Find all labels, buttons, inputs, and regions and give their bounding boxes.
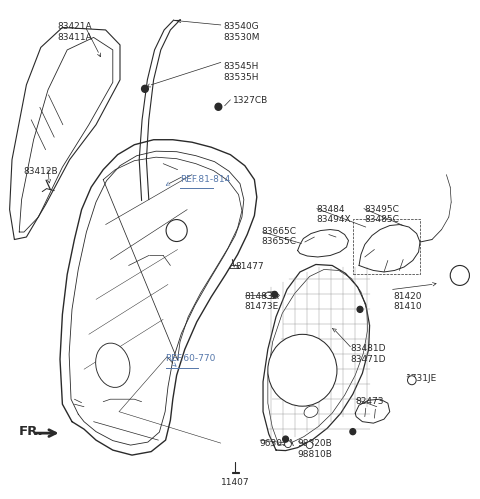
Text: REF.81-814: REF.81-814 bbox=[180, 175, 230, 184]
Text: A: A bbox=[456, 271, 463, 280]
Text: A: A bbox=[173, 226, 180, 235]
Text: 82473: 82473 bbox=[355, 397, 384, 406]
Text: 81477: 81477 bbox=[235, 262, 264, 271]
Circle shape bbox=[215, 103, 222, 110]
Ellipse shape bbox=[304, 406, 318, 418]
Text: 83481D
83471D: 83481D 83471D bbox=[350, 344, 386, 364]
Text: REF.60-770: REF.60-770 bbox=[166, 354, 216, 363]
Text: FR.: FR. bbox=[19, 425, 44, 438]
Text: 98820B
98810B: 98820B 98810B bbox=[298, 439, 333, 459]
Text: 83421A
83411A: 83421A 83411A bbox=[57, 22, 92, 42]
Text: 83540G
83530M: 83540G 83530M bbox=[223, 22, 260, 42]
Text: 81420
81410: 81420 81410 bbox=[394, 292, 422, 311]
Text: 83495C
83485C: 83495C 83485C bbox=[365, 205, 400, 224]
Circle shape bbox=[283, 436, 288, 442]
Text: 83412B: 83412B bbox=[24, 167, 58, 176]
Circle shape bbox=[306, 442, 313, 449]
Circle shape bbox=[350, 429, 356, 435]
Text: 1731JE: 1731JE bbox=[406, 374, 437, 383]
Circle shape bbox=[166, 220, 187, 242]
Circle shape bbox=[268, 334, 337, 406]
Circle shape bbox=[408, 376, 416, 385]
Text: 83545H
83535H: 83545H 83535H bbox=[223, 62, 259, 82]
Circle shape bbox=[272, 291, 277, 297]
Text: 96301A: 96301A bbox=[259, 439, 294, 448]
Text: 1327CB: 1327CB bbox=[233, 96, 268, 105]
Circle shape bbox=[450, 265, 469, 285]
Text: 81483A
81473E: 81483A 81473E bbox=[245, 292, 279, 311]
Text: 83484
83494X: 83484 83494X bbox=[317, 205, 351, 224]
Circle shape bbox=[357, 306, 363, 312]
Circle shape bbox=[142, 85, 148, 92]
Text: 83665C
83655C: 83665C 83655C bbox=[262, 227, 297, 247]
Text: 11407: 11407 bbox=[221, 478, 250, 487]
Ellipse shape bbox=[96, 343, 130, 387]
Circle shape bbox=[285, 441, 291, 448]
